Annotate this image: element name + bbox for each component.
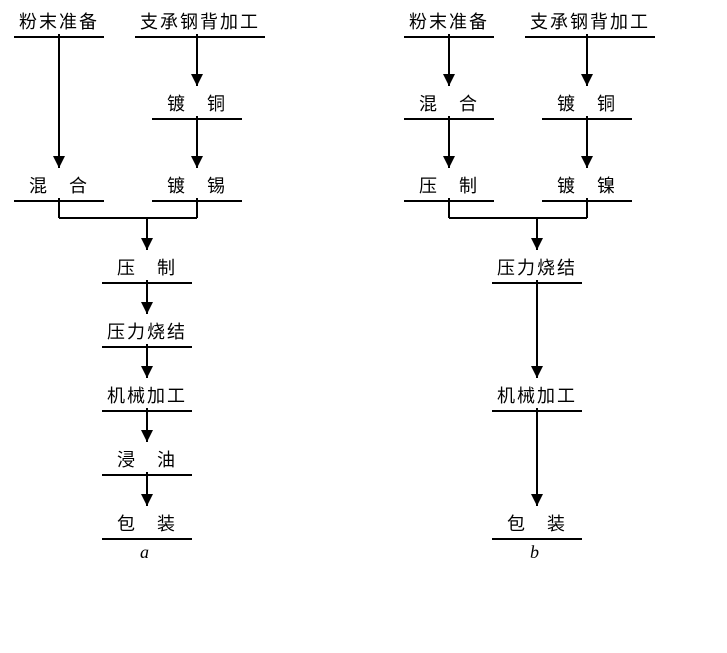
b-top-left: 粉末准备	[404, 8, 494, 38]
b-label: b	[530, 542, 539, 563]
a-right2: 镀 锡	[152, 172, 242, 202]
b-step7: 包 装	[492, 510, 582, 540]
b-left2: 压 制	[404, 172, 494, 202]
b-right2: 镀 镍	[542, 172, 632, 202]
b-step5: 机械加工	[492, 382, 582, 412]
a-top-left: 粉末准备	[14, 8, 104, 38]
a-left2: 混 合	[14, 172, 104, 202]
b-left1: 混 合	[404, 90, 494, 120]
a-step5: 机械加工	[102, 382, 192, 412]
a-right1: 镀 铜	[152, 90, 242, 120]
a-step3: 压 制	[102, 254, 192, 284]
a-step6: 浸 油	[102, 446, 192, 476]
b-step3: 压力烧结	[492, 254, 582, 284]
b-top-right: 支承钢背加工	[525, 8, 655, 38]
a-step7: 包 装	[102, 510, 192, 540]
a-top-right: 支承钢背加工	[135, 8, 265, 38]
a-step4: 压力烧结	[102, 318, 192, 348]
a-label: a	[140, 542, 149, 563]
b-right1: 镀 铜	[542, 90, 632, 120]
